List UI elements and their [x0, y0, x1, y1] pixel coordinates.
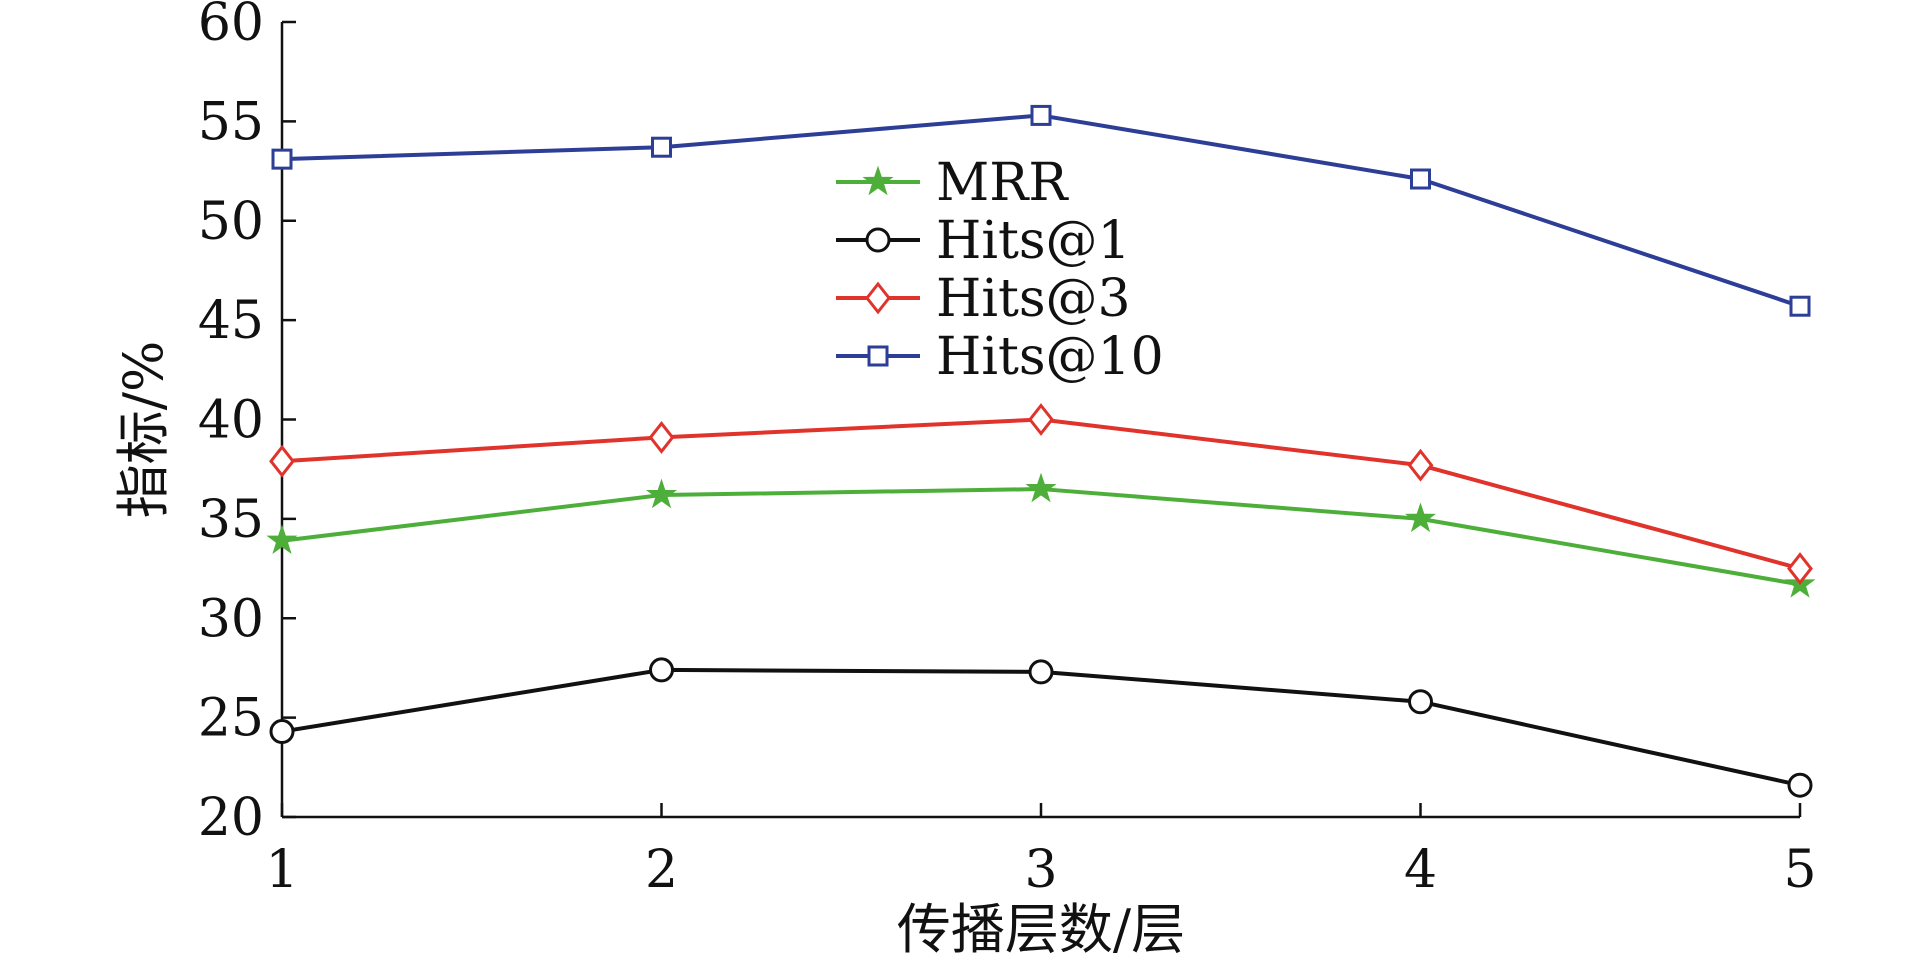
- y-tick-label: 35: [198, 490, 264, 550]
- data-point-hits-3: [1028, 403, 1054, 436]
- data-point-hits-10: [271, 148, 293, 170]
- y-tick-label: 30: [198, 589, 264, 649]
- x-tick-label: 5: [1783, 840, 1816, 900]
- data-point-hits-3: [648, 420, 675, 454]
- x-tick-label: 3: [1024, 840, 1057, 900]
- legend-item-hits-3: Hits@3: [836, 269, 1131, 329]
- y-tick-label: 25: [198, 689, 264, 749]
- data-point-hits-3: [1787, 552, 1813, 585]
- data-point-hits-10: [1030, 104, 1052, 126]
- legend-marker-hits-1: [865, 227, 891, 253]
- x-axis-label: 传播层数/层: [897, 898, 1185, 961]
- y-tick-label: 20: [198, 788, 264, 848]
- legend-label-hits-10: Hits@10: [936, 327, 1164, 387]
- y-tick-label: 55: [198, 92, 264, 152]
- data-point-hits-1: [1787, 772, 1813, 798]
- series-hits-3: [269, 403, 1813, 585]
- legend-label-mrr: MRR: [936, 153, 1069, 213]
- data-point-hits-1: [269, 719, 295, 745]
- data-point-hits-1: [649, 657, 674, 683]
- x-tick-label: 1: [265, 840, 298, 900]
- series-layer: [266, 104, 1816, 798]
- data-point-hits-10: [1789, 295, 1811, 317]
- data-point-mrr: [1404, 502, 1437, 533]
- legend-marker-mrr: [862, 165, 894, 196]
- data-point-hits-1: [1408, 689, 1433, 715]
- data-point-mrr: [1025, 472, 1057, 503]
- x-tick-label: 2: [645, 840, 678, 900]
- data-point-hits-1: [1028, 659, 1054, 685]
- y-tick-label: 50: [198, 192, 264, 252]
- legend-marker-hits-10: [867, 345, 889, 367]
- legend-label-hits-1: Hits@1: [936, 211, 1131, 271]
- data-point-hits-10: [1410, 168, 1431, 190]
- y-axis-label: 指标/%: [112, 341, 175, 519]
- data-point-mrr: [266, 524, 298, 554]
- data-point-hits-3: [269, 444, 295, 478]
- series-line-hits-1: [281, 667, 1801, 788]
- y-tick-label: 40: [198, 391, 264, 451]
- series-line-mrr: [281, 487, 1801, 587]
- legend-label-hits-3: Hits@3: [936, 269, 1131, 329]
- y-tick-label: 45: [198, 291, 264, 351]
- x-tick-label: 4: [1404, 840, 1437, 900]
- series-hits-1: [269, 657, 1813, 798]
- y-tick-label: 60: [198, 0, 264, 53]
- legend-item-hits-10: Hits@10: [836, 327, 1164, 387]
- data-point-hits-3: [1407, 448, 1434, 482]
- data-point-hits-10: [651, 136, 672, 158]
- data-point-mrr: [645, 478, 678, 509]
- legend-marker-hits-3: [865, 281, 891, 315]
- legend-item-hits-1: Hits@1: [836, 211, 1131, 271]
- series-mrr: [266, 472, 1816, 598]
- series-hits-10: [271, 104, 1811, 317]
- legend-item-mrr: MRR: [836, 153, 1069, 213]
